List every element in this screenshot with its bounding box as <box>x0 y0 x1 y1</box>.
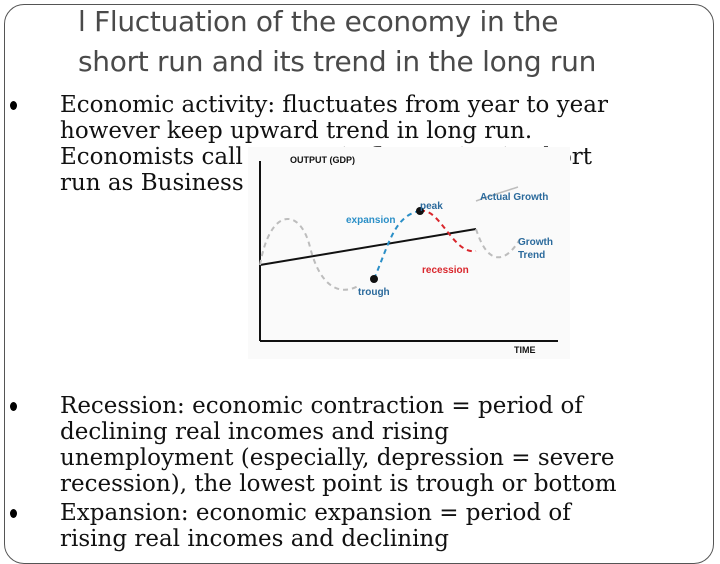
peak-point <box>416 207 424 215</box>
growth-trend-label-line-2: Trend <box>518 250 545 261</box>
trough-label: trough <box>358 287 390 298</box>
bullet-line: declining real incomes and rising <box>60 419 449 445</box>
bullet-line: Recession: economic contraction = period… <box>60 393 583 419</box>
title-line-1: l Fluctuation of the economy in the <box>78 5 559 38</box>
bullet-line: Expansion: economic expansion = period o… <box>60 500 571 526</box>
bullet-line: rising real incomes and declining <box>60 526 449 552</box>
growth-trend-line <box>259 228 477 266</box>
actual-growth-curve-right <box>475 228 521 259</box>
actual-growth-label: Actual Growth <box>480 192 548 203</box>
bullet-recession: Recession: economic contraction = period… <box>10 393 660 497</box>
bullet-dot-icon <box>10 509 17 518</box>
recession-curve <box>419 209 477 253</box>
recession-label: recession <box>422 265 469 276</box>
bullet-dot-icon <box>10 101 17 110</box>
title-line-2: short run and its trend in the long run <box>78 45 597 78</box>
y-axis-label: OUTPUT (GDP) <box>290 155 355 165</box>
x-axis-label: TIME <box>514 345 536 355</box>
business-cycle-diagram: OUTPUT (GDP) TIME peak trough expansion … <box>248 147 570 359</box>
trough-point <box>370 275 378 283</box>
growth-trend-label-line-1: Growth <box>518 237 553 248</box>
bullet-dot-icon <box>10 402 17 411</box>
bullet-expansion: Expansion: economic expansion = period o… <box>10 500 660 552</box>
bullet-line: recession), the lowest point is trough o… <box>60 471 617 497</box>
expansion-curve <box>373 210 421 280</box>
actual-growth-curve-left <box>259 218 361 291</box>
actual-growth-pointer <box>475 186 519 202</box>
bullet-line: unemployment (especially, depression = s… <box>60 445 615 471</box>
bullet-line: Economic activity: fluctuates from year … <box>60 92 608 118</box>
slide-title: l Fluctuation of the economy in the shor… <box>60 2 680 82</box>
bullet-line: however keep upward trend in long run. <box>60 118 533 144</box>
diagram-background <box>248 147 570 359</box>
peak-label: peak <box>420 201 443 212</box>
expansion-label: expansion <box>346 215 395 226</box>
